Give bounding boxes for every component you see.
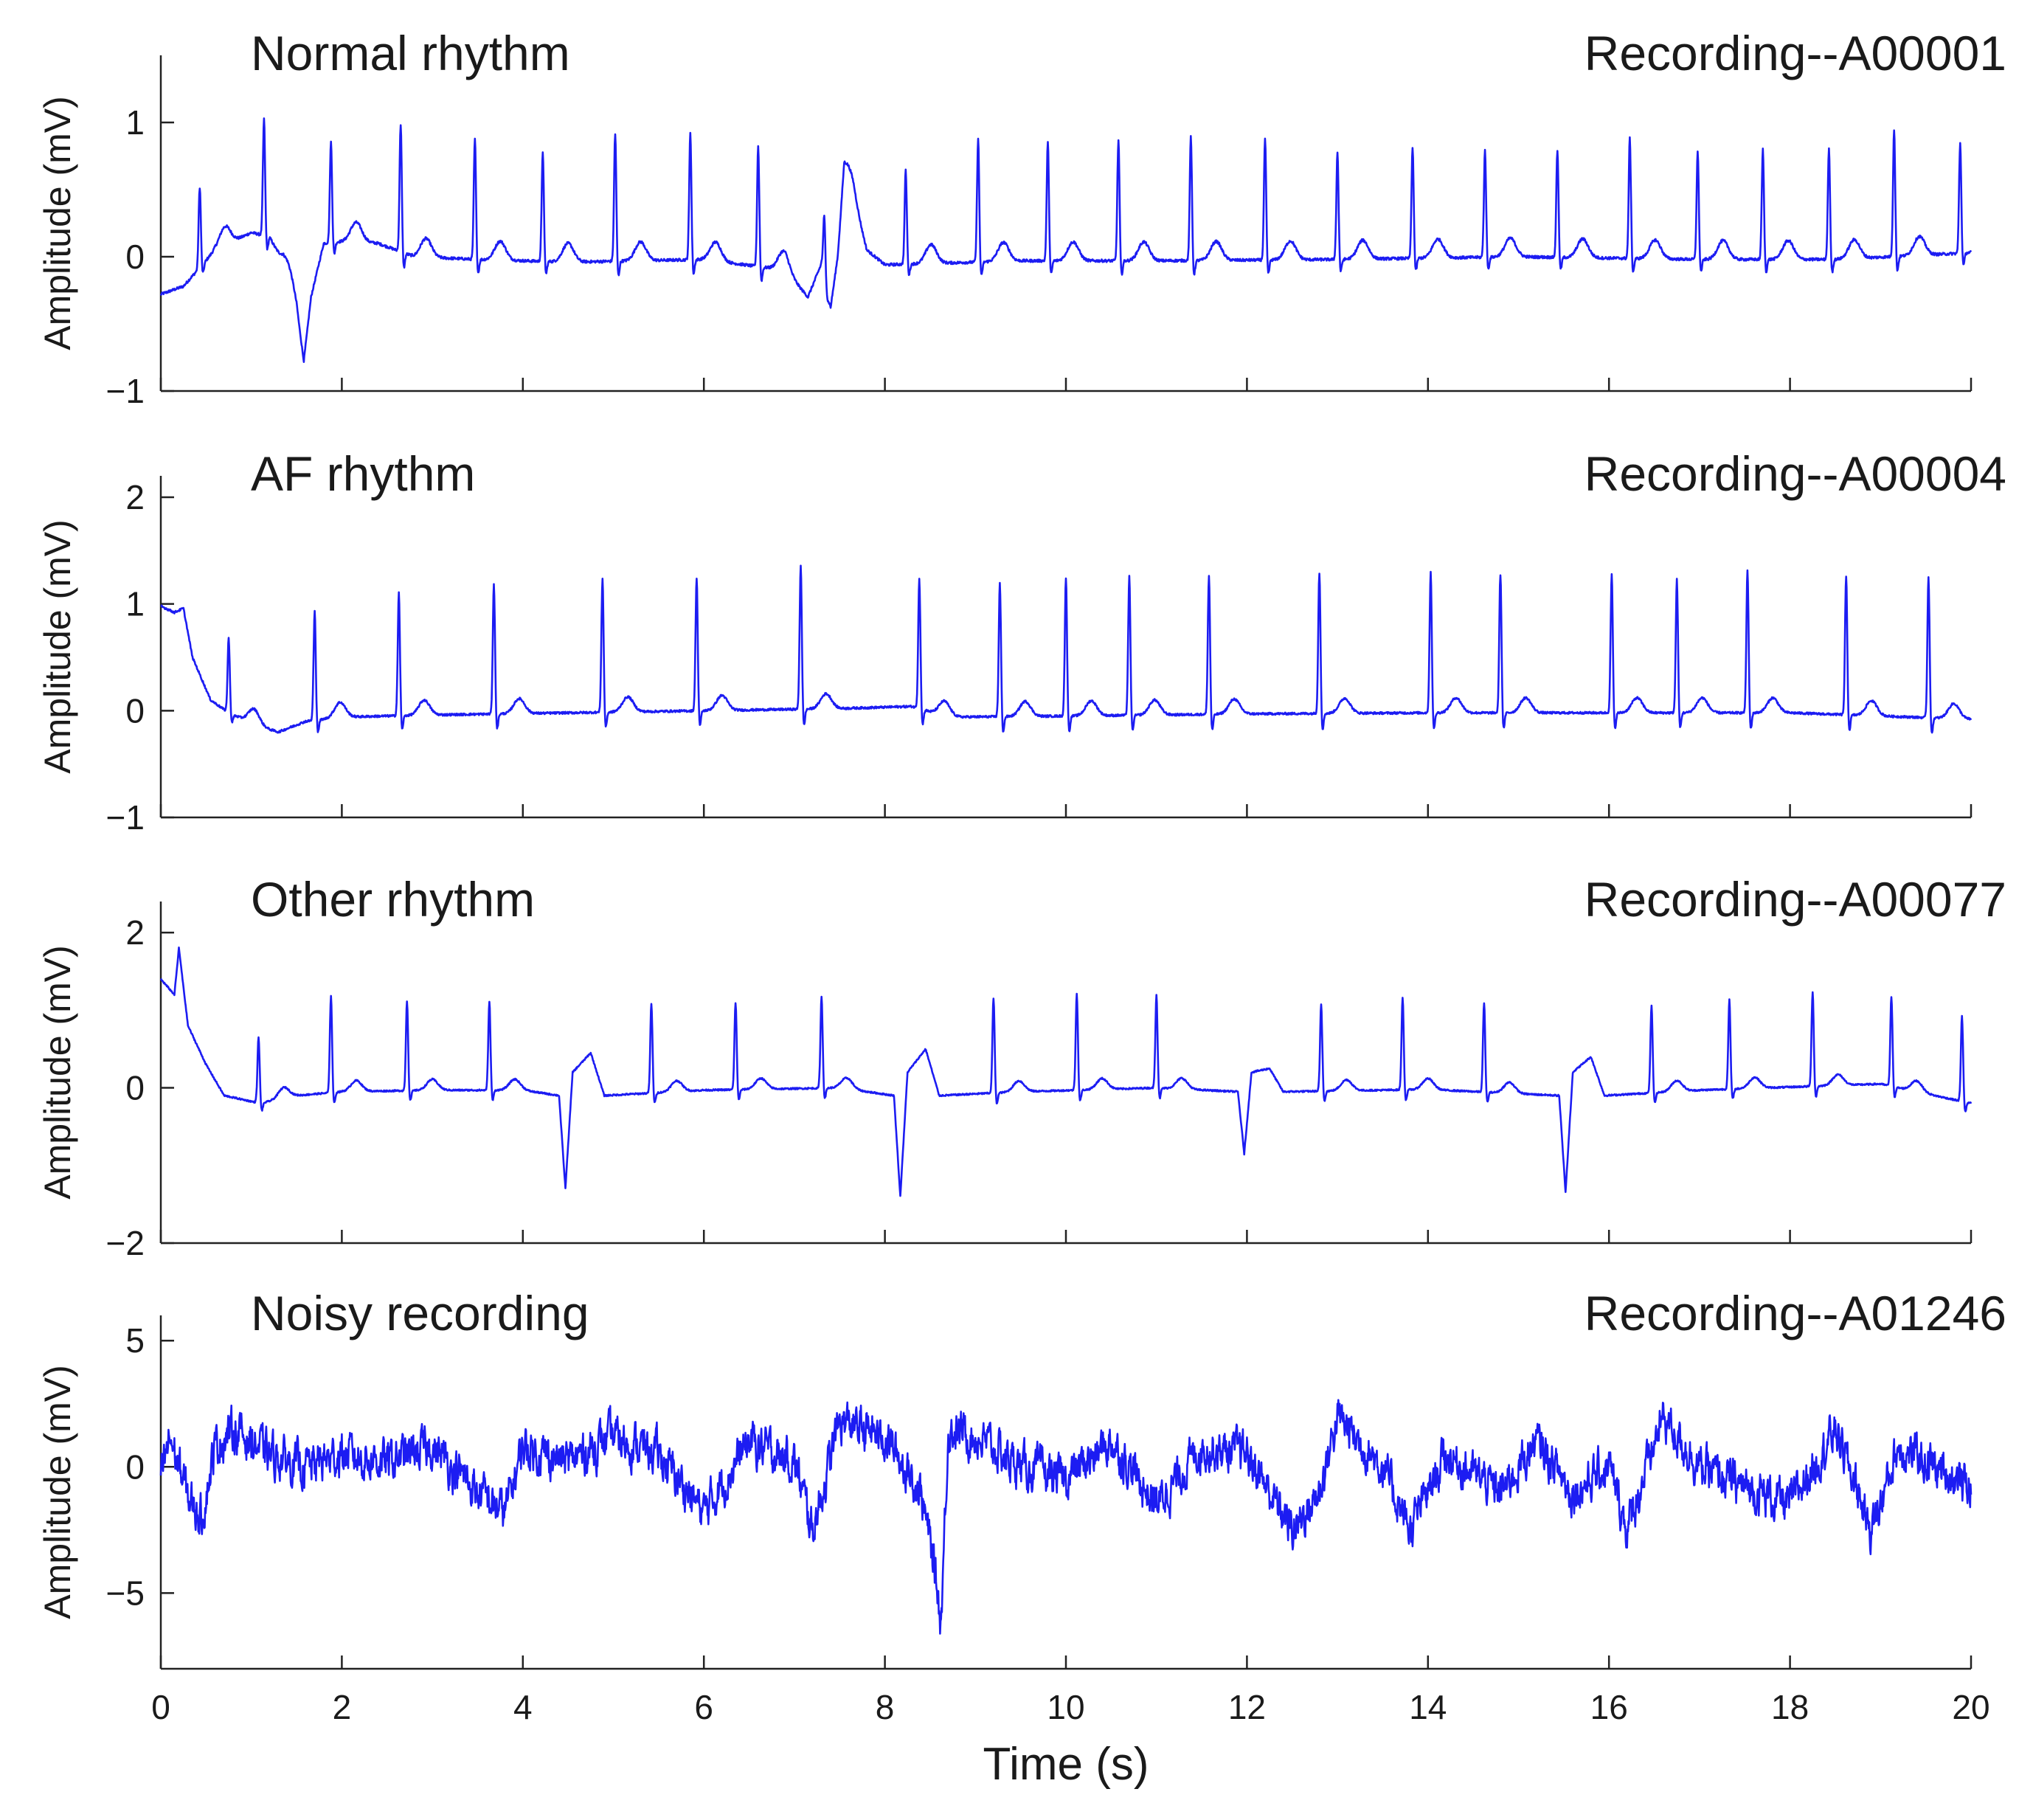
y-tick-label: −1 — [106, 372, 145, 410]
x-tick-label: 2 — [333, 1688, 352, 1726]
panel-title: Normal rhythm — [251, 26, 570, 80]
panel-4: −5 0 5 Amplitude (mV) Noisy recording Recordi… — [37, 1286, 2006, 1790]
y-tick-label: 1 — [125, 585, 145, 623]
y-tick-label: −5 — [106, 1574, 145, 1612]
y-axis-label: Amplitude (mV) — [37, 1365, 78, 1619]
panel-title: Other rhythm — [251, 872, 535, 927]
x-tick-label: 12 — [1228, 1688, 1266, 1726]
y-tick-label: −1 — [106, 798, 145, 837]
panel-title: AF rhythm — [251, 446, 475, 501]
y-tick-label: 2 — [125, 478, 145, 516]
ecg-trace-line — [160, 564, 1973, 734]
x-axis-label: Time (s) — [983, 1739, 1149, 1790]
recording-label: Recording--A01246 — [1585, 1286, 2006, 1340]
y-axis-label: Amplitude (mV) — [37, 945, 78, 1200]
y-tick-label: 5 — [125, 1321, 145, 1360]
y-tick-label: −2 — [106, 1224, 145, 1262]
panel-2: −1 0 1 2 Amplitude (mV) AF rhythm Recording--A… — [37, 446, 2006, 837]
recording-label: Recording--A00001 — [1585, 26, 2006, 80]
ecg-trace-line — [159, 1399, 1973, 1635]
x-tick-label: 16 — [1590, 1688, 1628, 1726]
panel-title: Noisy recording — [251, 1286, 589, 1340]
y-tick-label: 0 — [125, 238, 145, 276]
x-tick-label: 18 — [1771, 1688, 1809, 1726]
x-tick-label: 6 — [694, 1688, 713, 1726]
y-tick-label: 0 — [125, 1447, 145, 1486]
y-tick-label: 2 — [125, 913, 145, 952]
y-tick-label: 1 — [125, 103, 145, 142]
x-tick-label: 4 — [513, 1688, 533, 1726]
recording-label: Recording--A00004 — [1585, 446, 2006, 501]
ecg-trace-line — [159, 947, 1973, 1197]
panel-3: −2 0 2 Amplitude (mV) Other rhythm Recording-… — [37, 872, 2006, 1262]
x-tick-label: 0 — [151, 1688, 170, 1726]
y-axis-label: Amplitude (mV) — [37, 519, 78, 774]
x-tick-label: 8 — [876, 1688, 895, 1726]
y-axis-label: Amplitude (mV) — [37, 96, 78, 350]
x-tick-label: 14 — [1409, 1688, 1447, 1726]
x-tick-label: 20 — [1952, 1688, 1989, 1726]
y-tick-label: 0 — [125, 1069, 145, 1107]
panel-1: −1 0 1 Amplitude (mV) Normal rhythm Recording… — [37, 26, 2006, 410]
ecg-trace-line — [159, 117, 1973, 363]
y-tick-label: 0 — [125, 691, 145, 730]
recording-label: Recording--A00077 — [1585, 872, 2006, 927]
x-tick-label: 10 — [1047, 1688, 1084, 1726]
